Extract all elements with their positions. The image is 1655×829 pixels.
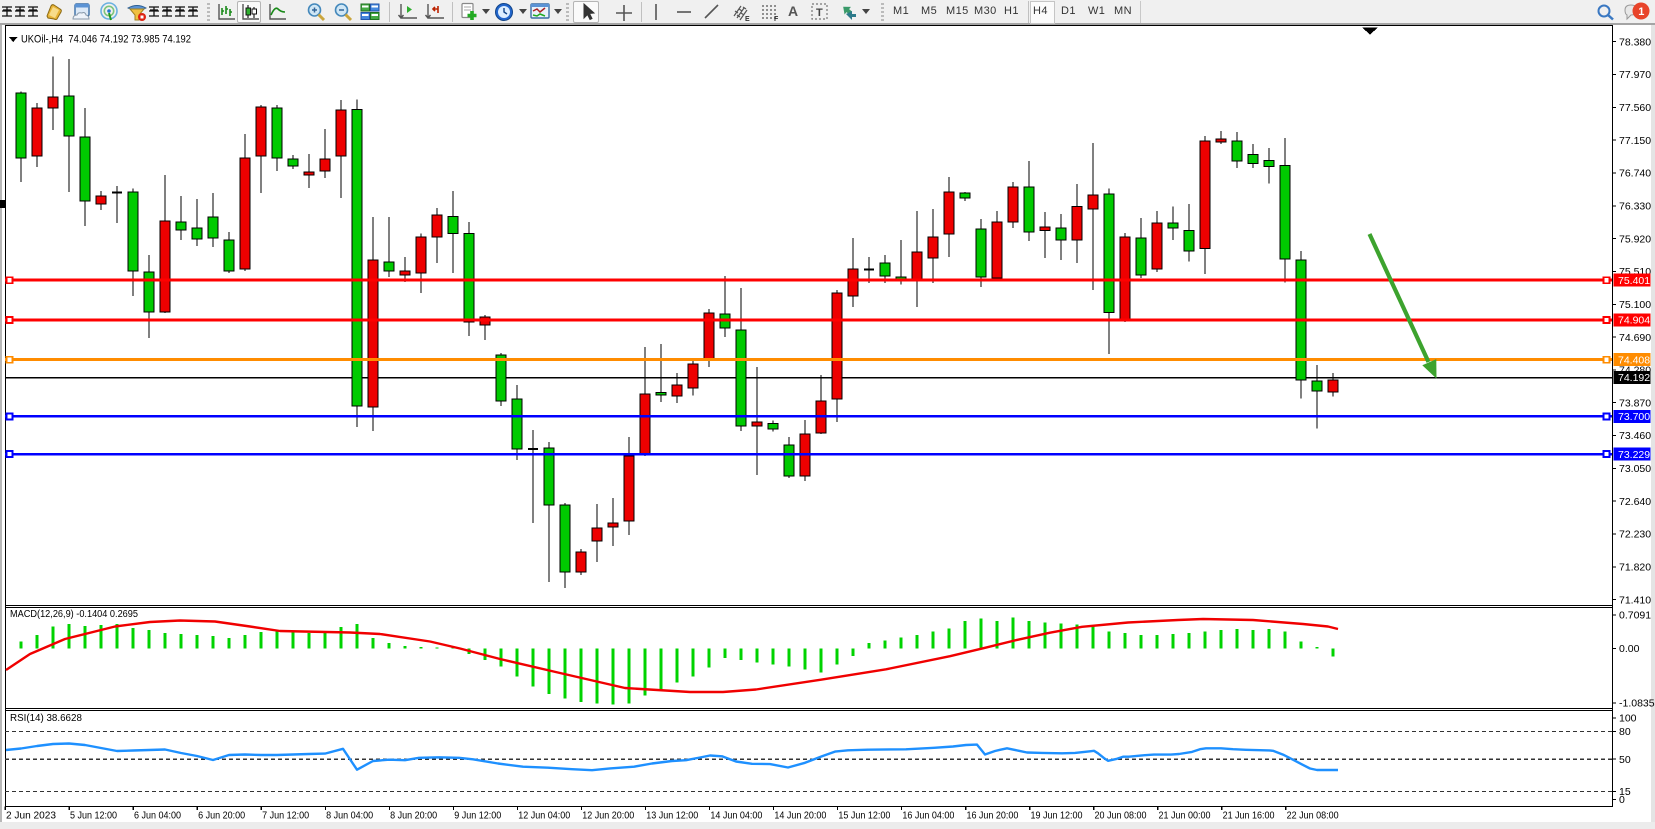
svg-text:77.970: 77.970 — [1619, 69, 1651, 81]
svg-text:100: 100 — [1619, 713, 1637, 725]
svg-text:E: E — [745, 16, 750, 22]
svg-text:5 Jun 12:00: 5 Jun 12:00 — [70, 811, 117, 822]
svg-text:1: 1 — [1638, 6, 1644, 18]
svg-text:71.820: 71.820 — [1619, 562, 1651, 574]
svg-text:72.230: 72.230 — [1619, 529, 1651, 541]
svg-text:77.150: 77.150 — [1619, 135, 1651, 147]
svg-text:6 Jun 04:00: 6 Jun 04:00 — [134, 811, 181, 822]
svg-text:80: 80 — [1619, 726, 1631, 738]
svg-text:15: 15 — [1619, 786, 1631, 798]
svg-text:74.904: 74.904 — [1618, 315, 1650, 327]
svg-text:0: 0 — [1619, 794, 1625, 806]
svg-text:13 Jun 12:00: 13 Jun 12:00 — [646, 811, 698, 822]
svg-text:19 Jun 12:00: 19 Jun 12:00 — [1030, 811, 1082, 822]
svg-text:73.229: 73.229 — [1618, 449, 1650, 461]
svg-text:75.920: 75.920 — [1619, 233, 1651, 245]
svg-text:12 Jun 04:00: 12 Jun 04:00 — [518, 811, 570, 822]
svg-text:78.380: 78.380 — [1619, 36, 1651, 48]
svg-text:14 Jun 04:00: 14 Jun 04:00 — [710, 811, 762, 822]
svg-text:73.050: 73.050 — [1619, 463, 1651, 475]
svg-text:71.410: 71.410 — [1619, 594, 1651, 606]
svg-text:21 Jun 00:00: 21 Jun 00:00 — [1159, 811, 1211, 822]
svg-text:77.560: 77.560 — [1619, 102, 1651, 114]
svg-text:UKOil-,H4 74.046 74.192 73.98: UKOil-,H4 74.046 74.192 73.985 74.192 — [21, 34, 191, 46]
svg-text:74.690: 74.690 — [1619, 332, 1651, 344]
svg-text:8 Jun 20:00: 8 Jun 20:00 — [390, 811, 437, 822]
svg-text:50: 50 — [1619, 754, 1631, 766]
svg-text:16 Jun 20:00: 16 Jun 20:00 — [966, 811, 1018, 822]
svg-text:75.401: 75.401 — [1618, 275, 1650, 287]
svg-text:F: F — [774, 16, 779, 22]
svg-text:76.330: 76.330 — [1619, 201, 1651, 213]
svg-text:20 Jun 08:00: 20 Jun 08:00 — [1095, 811, 1147, 822]
svg-text:74.192: 74.192 — [1618, 372, 1650, 384]
svg-text:73.700: 73.700 — [1618, 411, 1650, 423]
svg-text:6 Jun 20:00: 6 Jun 20:00 — [198, 811, 245, 822]
svg-text:73.870: 73.870 — [1619, 397, 1651, 409]
svg-text:0.7091: 0.7091 — [1619, 610, 1651, 622]
svg-text:21 Jun 16:00: 21 Jun 16:00 — [1223, 811, 1275, 822]
svg-text:75.100: 75.100 — [1619, 299, 1651, 311]
svg-text:8 Jun 04:00: 8 Jun 04:00 — [326, 811, 373, 822]
svg-text:74.408: 74.408 — [1618, 354, 1650, 366]
svg-text:T: T — [816, 7, 823, 19]
svg-text:22 Jun 08:00: 22 Jun 08:00 — [1287, 811, 1339, 822]
svg-text:73.460: 73.460 — [1619, 430, 1651, 442]
svg-text:0.00: 0.00 — [1619, 643, 1640, 655]
svg-text:16 Jun 04:00: 16 Jun 04:00 — [902, 811, 954, 822]
svg-text:7 Jun 12:00: 7 Jun 12:00 — [262, 811, 309, 822]
svg-text:-1.0835: -1.0835 — [1619, 698, 1655, 710]
svg-text:15 Jun 12:00: 15 Jun 12:00 — [838, 811, 890, 822]
svg-text:76.740: 76.740 — [1619, 168, 1651, 180]
svg-text:MACD(12,26,9) -0.1404 0.2695: MACD(12,26,9) -0.1404 0.2695 — [10, 609, 139, 620]
svg-text:14 Jun 20:00: 14 Jun 20:00 — [774, 811, 826, 822]
svg-text:RSI(14) 38.6628: RSI(14) 38.6628 — [10, 713, 82, 724]
svg-text:9 Jun 12:00: 9 Jun 12:00 — [454, 811, 501, 822]
svg-text:12 Jun 20:00: 12 Jun 20:00 — [582, 811, 634, 822]
svg-text:2 Jun 2023: 2 Jun 2023 — [6, 811, 56, 822]
svg-text:72.640: 72.640 — [1619, 496, 1651, 508]
